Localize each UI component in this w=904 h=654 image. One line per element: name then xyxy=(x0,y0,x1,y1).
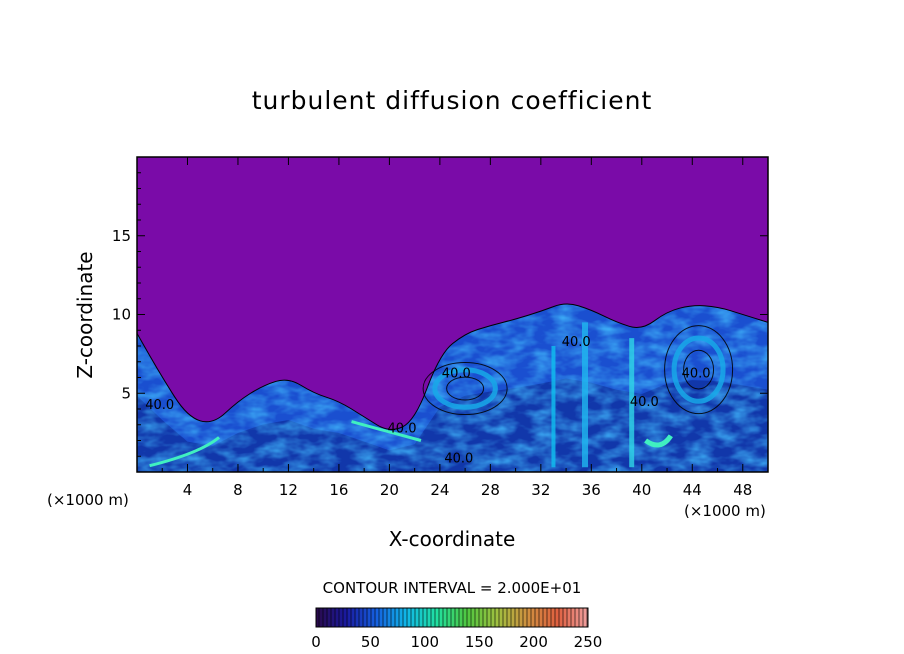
plot-area: 40.0 40.0 40.0 40.0 40.0 40.0 40.0 xyxy=(136,156,769,473)
contour-labels: 40.0 40.0 40.0 40.0 40.0 40.0 40.0 xyxy=(145,335,710,467)
eddy xyxy=(664,325,734,415)
x-axis-title: X-coordinate xyxy=(389,527,516,551)
hotspot xyxy=(351,420,422,442)
contour-label: 40.0 xyxy=(145,398,174,413)
x-tick-label: 48 xyxy=(733,481,752,499)
x-tick-label: 8 xyxy=(233,481,243,499)
colorbar-tick-label: 100 xyxy=(410,633,439,651)
boundary-layer-contour xyxy=(137,303,768,472)
turbulent-features xyxy=(149,322,734,468)
y-axis-title: Z-coordinate xyxy=(73,251,97,378)
x-tick-label: 28 xyxy=(481,481,500,499)
y-tick-label: 10 xyxy=(112,306,131,324)
z-unit-label: (×1000 m) xyxy=(47,491,129,509)
colorbar-tick-label: 250 xyxy=(574,633,603,651)
chart-title: turbulent diffusion coefficient xyxy=(251,86,653,115)
contour-label: 40.0 xyxy=(388,422,417,437)
colorbar: 0 50 100 150 200 250 xyxy=(311,607,602,651)
x-tick-label: 24 xyxy=(430,481,449,499)
contour-label: 40.0 xyxy=(562,335,591,350)
contour-label: 40.0 xyxy=(444,452,473,467)
colorbar-stripes xyxy=(318,608,588,627)
x-tick-label: 44 xyxy=(683,481,702,499)
x-tick-label: 16 xyxy=(329,481,348,499)
x-tick-label: 12 xyxy=(279,481,298,499)
colorbar-tick-label: 200 xyxy=(519,633,548,651)
contour-label: 40.0 xyxy=(630,395,659,410)
contour-label: 40.0 xyxy=(442,367,471,382)
y-tick-label: 5 xyxy=(121,384,131,402)
colorbar-tick-label: 150 xyxy=(465,633,494,651)
x-unit-label: (×1000 m) xyxy=(684,502,766,520)
contour-label: 40.0 xyxy=(682,367,711,382)
x-tick-label: 32 xyxy=(531,481,550,499)
colorbar-tick-label: 50 xyxy=(361,633,380,651)
contour-interval-label: CONTOUR INTERVAL = 2.000E+01 xyxy=(323,579,582,597)
y-tick-label: 15 xyxy=(112,227,131,245)
hotspot xyxy=(644,434,673,448)
x-tick-label: 36 xyxy=(582,481,601,499)
x-tick-label: 40 xyxy=(632,481,651,499)
colorbar-tick-label: 0 xyxy=(311,633,321,651)
x-axis: 4 8 12 16 20 24 28 32 36 40 44 48 xyxy=(161,157,752,499)
x-tick-label: 4 xyxy=(183,481,193,499)
hotspot xyxy=(149,436,220,468)
eddy xyxy=(422,362,508,416)
x-tick-label: 20 xyxy=(380,481,399,499)
colorbar-labels: 0 50 100 150 200 250 xyxy=(311,633,602,651)
colorbar-gradient xyxy=(316,608,588,627)
colorbar-frame xyxy=(315,607,589,628)
y-axis: 5 10 15 xyxy=(112,172,768,457)
